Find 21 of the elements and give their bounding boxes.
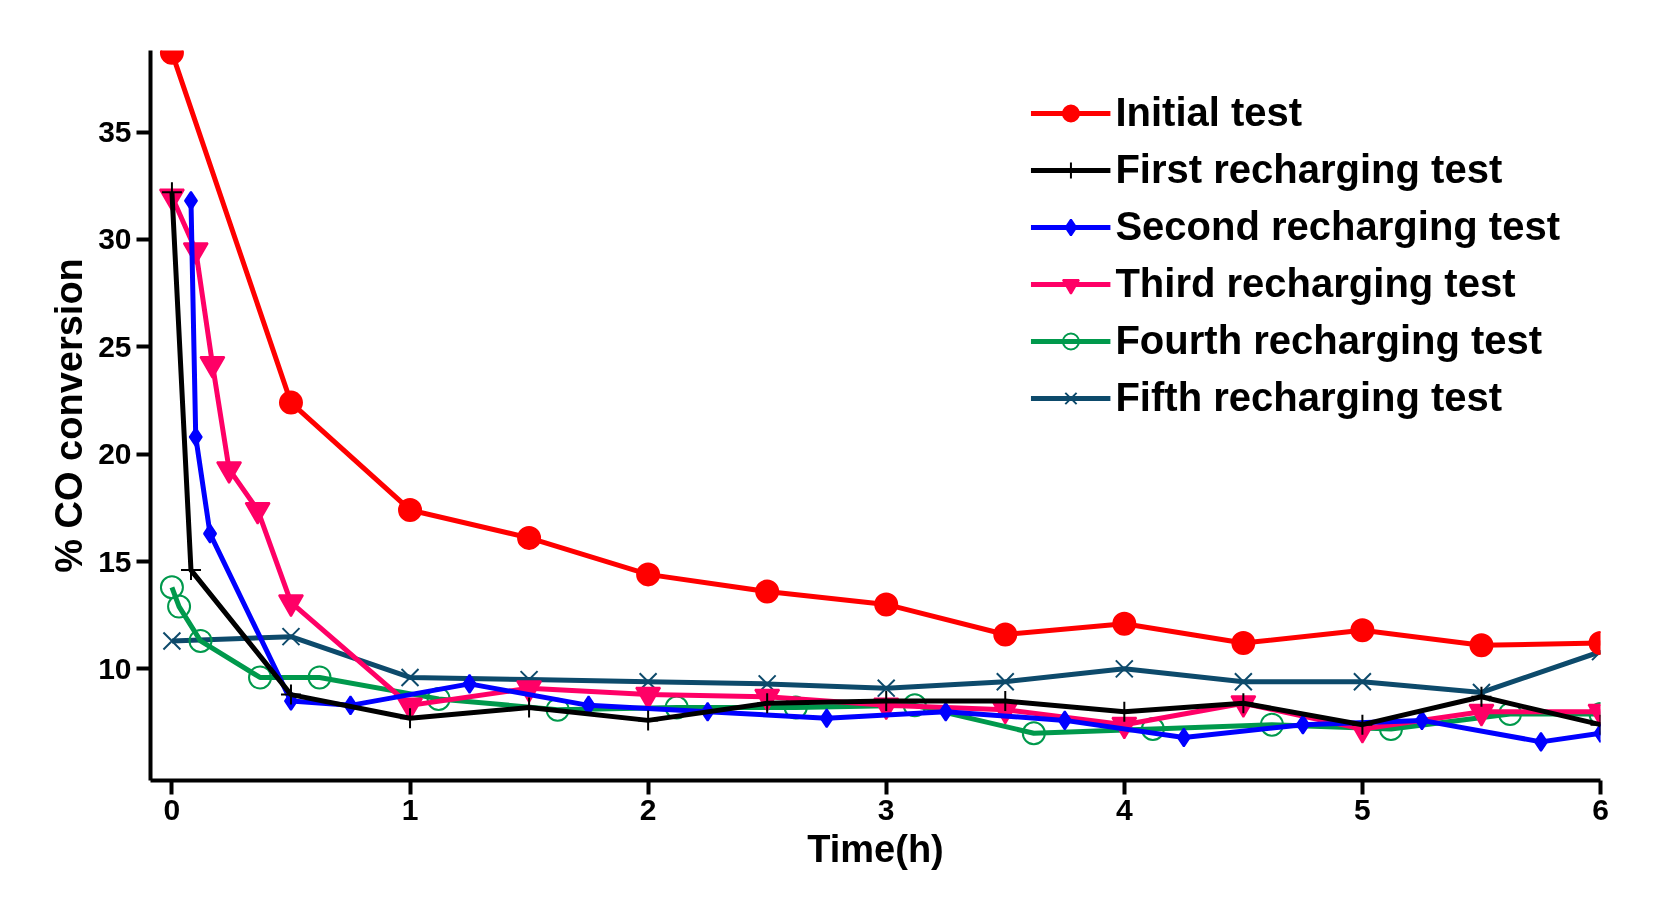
x-axis-title: Time(h) xyxy=(807,827,944,870)
y-tick-label: 15 xyxy=(98,544,132,578)
legend-label: Fifth recharging test xyxy=(1115,375,1503,420)
x-tick-label: 3 xyxy=(877,792,895,826)
y-tick-label: 25 xyxy=(98,329,132,363)
y-axis-title: % CO conversion xyxy=(48,258,91,573)
legend-label: Initial test xyxy=(1115,90,1303,135)
x-tick-label: 4 xyxy=(1115,792,1133,826)
legend-label: Fourth recharging test xyxy=(1115,318,1543,363)
legend-label: Third recharging test xyxy=(1115,261,1516,306)
y-tick-label: 30 xyxy=(98,222,132,256)
x-tick-label: 6 xyxy=(1592,792,1609,826)
legend-label: First recharging test xyxy=(1115,147,1503,192)
legend-label: Second recharging test xyxy=(1115,204,1560,249)
x-tick-label: 5 xyxy=(1354,792,1371,826)
y-tick-label: 20 xyxy=(98,437,132,471)
y-tick-label: 10 xyxy=(98,651,132,685)
x-tick-label: 0 xyxy=(163,792,181,826)
y-tick-label: 35 xyxy=(98,115,132,149)
x-tick-label: 2 xyxy=(639,792,657,826)
x-tick-label: 1 xyxy=(401,792,419,826)
